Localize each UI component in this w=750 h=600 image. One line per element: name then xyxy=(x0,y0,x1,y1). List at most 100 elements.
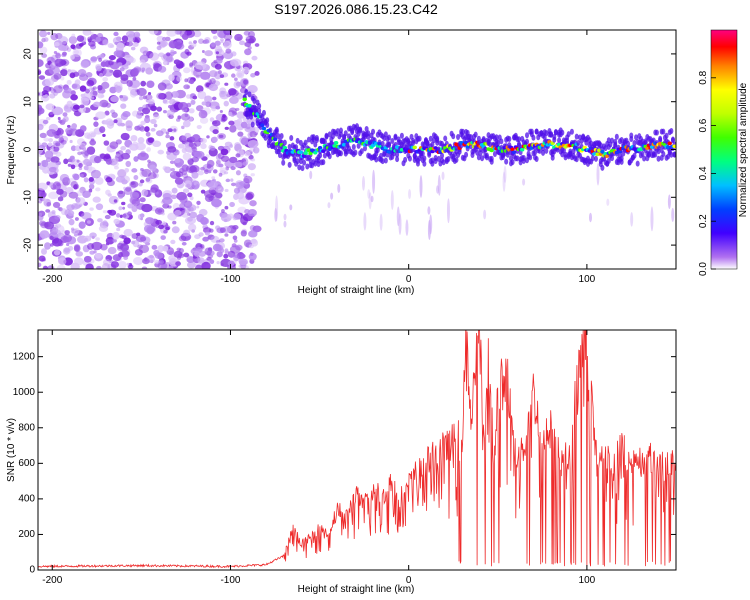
heatmap-cell xyxy=(141,189,149,197)
heatmap-cell xyxy=(38,59,44,68)
heatmap-cell xyxy=(110,95,119,103)
colorbar-tick-label: 0.2 xyxy=(698,214,709,228)
heatmap-cell xyxy=(199,71,211,80)
heatmap-cell xyxy=(155,219,163,225)
heatmap-x-ticks: -200 -100 0 100 xyxy=(42,30,596,285)
heatmap-cell xyxy=(395,151,400,158)
heatmap-cell xyxy=(370,143,376,148)
heatmap-cell xyxy=(380,140,385,147)
heatmap-cell xyxy=(206,164,212,169)
heatmap-cell xyxy=(63,87,72,94)
heatmap-cell xyxy=(79,104,85,109)
snr-x-ticks: -200 -100 0 100 xyxy=(42,330,596,586)
heatmap-cell xyxy=(134,125,141,131)
heatmap-cell xyxy=(661,128,666,135)
heatmap-cell xyxy=(69,139,73,144)
heatmap-cell xyxy=(55,151,62,157)
heatmap-cell xyxy=(76,159,80,163)
heatmap-cell xyxy=(510,147,515,152)
heatmap-cell xyxy=(76,35,85,42)
heatmap-cell xyxy=(669,151,674,158)
heatmap-cell xyxy=(211,198,222,208)
heatmap-cell xyxy=(232,213,242,220)
heatmap-cell xyxy=(89,207,94,211)
heatmap-cell xyxy=(84,88,91,94)
heatmap-cell xyxy=(353,149,358,156)
heatmap-cell xyxy=(145,217,154,225)
heatmap-cell xyxy=(670,136,675,143)
heatmap-cell xyxy=(436,155,441,162)
heatmap-cell xyxy=(510,159,515,166)
heatmap-cell xyxy=(204,50,213,57)
heatmap-cell xyxy=(56,264,66,269)
heatmap-cell xyxy=(43,37,49,42)
heatmap-cell xyxy=(60,208,68,216)
heatmap-cell xyxy=(309,170,313,180)
heatmap-cell xyxy=(157,244,164,253)
heatmap-cell xyxy=(302,159,307,166)
heatmap-cell xyxy=(405,219,409,236)
heatmap-cell xyxy=(173,250,183,258)
heatmap-cell xyxy=(197,90,207,100)
heatmap-cell xyxy=(614,133,619,140)
heatmap-cell xyxy=(114,165,119,170)
heatmap-cell xyxy=(363,212,367,231)
heatmap-cell xyxy=(489,155,494,162)
heatmap-cell xyxy=(210,105,217,112)
heatmap-cell xyxy=(295,137,300,144)
heatmap-cell xyxy=(316,161,321,168)
heatmap-cell xyxy=(351,144,356,151)
heatmap-cell xyxy=(242,66,250,75)
heatmap-cell xyxy=(322,138,327,145)
heatmap-cell xyxy=(255,117,260,124)
heatmap-cell xyxy=(306,136,311,143)
heatmap-cell xyxy=(403,156,408,163)
heatmap-cell xyxy=(563,151,568,158)
heatmap-cell xyxy=(80,72,85,77)
heatmap-cell xyxy=(100,61,107,67)
heatmap-cell xyxy=(184,180,192,188)
heatmap-cell xyxy=(152,172,159,179)
heatmap-cell xyxy=(113,50,122,57)
heatmap-cell xyxy=(78,166,83,171)
heatmap-cell xyxy=(141,266,148,269)
heatmap-cell xyxy=(480,155,485,162)
heatmap-cell xyxy=(193,182,197,186)
heatmap-cell xyxy=(162,60,168,66)
heatmap-cell xyxy=(196,205,200,209)
heatmap-cell xyxy=(209,117,215,122)
heatmap-cell xyxy=(200,143,207,150)
heatmap-cell xyxy=(440,152,445,159)
heatmap-cell xyxy=(121,201,126,206)
heatmap-cell xyxy=(47,265,55,269)
heatmap-cell xyxy=(248,38,255,44)
heatmap-cell xyxy=(115,153,120,157)
heatmap-cell xyxy=(166,52,171,57)
heatmap-cell xyxy=(161,221,167,226)
heatmap-cell xyxy=(39,132,47,139)
heatmap-cells xyxy=(38,30,676,269)
heatmap-cell xyxy=(212,35,218,40)
snr-y-tick-label: 600 xyxy=(18,458,35,469)
heatmap-cell xyxy=(390,190,394,210)
heatmap-cell xyxy=(48,138,54,143)
heatmap-cell xyxy=(446,198,450,224)
heatmap-cell xyxy=(635,160,640,167)
heatmap-cell xyxy=(478,150,483,157)
heatmap-cell xyxy=(90,96,95,100)
heatmap-cell xyxy=(250,73,256,78)
heatmap-cell xyxy=(163,109,167,114)
heatmap-cell xyxy=(195,85,204,93)
heatmap-cell xyxy=(428,135,433,142)
heatmap-cell xyxy=(168,265,173,269)
heatmap-cell xyxy=(63,248,70,253)
heatmap-cell xyxy=(219,248,225,254)
heatmap-y-tick-label: 0 xyxy=(23,146,34,152)
heatmap-cell xyxy=(88,183,95,190)
heatmap-cell xyxy=(359,148,364,155)
heatmap-cell xyxy=(298,139,303,146)
heatmap-cell xyxy=(443,135,448,142)
heatmap-cell xyxy=(158,65,167,73)
heatmap-cell xyxy=(82,190,91,199)
heatmap-cell xyxy=(38,262,42,268)
